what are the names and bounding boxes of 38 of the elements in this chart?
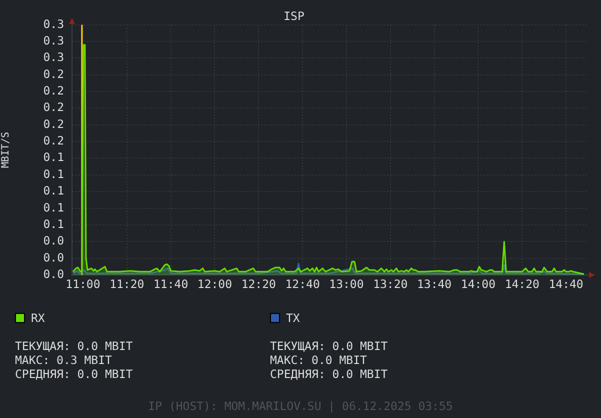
x-tick-label: 12:20 — [241, 276, 276, 291]
x-tick-label: 14:20 — [504, 276, 540, 291]
text: МАКС: 0.3 MBIT — [15, 353, 113, 367]
y-tick-label: 0.2 — [43, 116, 64, 131]
y-tick-label: 0.1 — [43, 216, 64, 231]
text: СРЕДНЯЯ: 0.0 MBIT — [270, 367, 389, 381]
x-tick-label: 11:00 — [66, 276, 100, 291]
y-tick-label: 0.0 — [43, 250, 64, 264]
y-tick-label: 0.2 — [43, 66, 64, 81]
y-tick-label: 0.1 — [43, 184, 64, 198]
x-tick-label: 14:00 — [460, 276, 496, 291]
text: МАКС: 0.0 MBIT — [270, 353, 368, 367]
y-tick-label: 0.2 — [43, 134, 64, 148]
x-tick-label: 11:40 — [154, 276, 188, 291]
x-tick-label: 14:40 — [548, 276, 584, 291]
x-tick-label: 11:20 — [110, 276, 144, 291]
y-tick-label: 0.1 — [43, 150, 64, 164]
text: ТЕКУЩАЯ: 0.0 MBIT — [15, 339, 134, 353]
legend-label: TX — [286, 311, 300, 325]
x-tick-label: 13:20 — [373, 276, 408, 291]
x-tick-label: 12:00 — [197, 276, 232, 291]
text: ТЕКУЩАЯ: 0.0 MBIT — [270, 339, 389, 353]
y-tick-label: 0.1 — [43, 166, 64, 181]
chart-title: ISP — [284, 8, 304, 23]
y-axis-title: MBIT/S — [0, 132, 12, 168]
y-tick-label: 0.0 — [43, 234, 64, 248]
legend-label: RX — [31, 311, 45, 325]
y-tick-label: 0.1 — [43, 200, 64, 214]
text: СРЕДНЯЯ: 0.0 MBIT — [15, 367, 134, 381]
y-tick-label: 0.3 — [43, 50, 64, 64]
y-tick-label: 0.3 — [43, 16, 64, 31]
y-tick-label: 0.3 — [43, 33, 64, 48]
y-tick-label: 0.0 — [43, 266, 64, 281]
x-tick-label: 13:00 — [329, 276, 364, 291]
y-tick-label: 0.2 — [43, 84, 64, 98]
x-tick-label: 13:40 — [416, 276, 452, 291]
y-tick-label: 0.2 — [43, 100, 64, 114]
x-tick-label: 12:40 — [285, 276, 320, 291]
